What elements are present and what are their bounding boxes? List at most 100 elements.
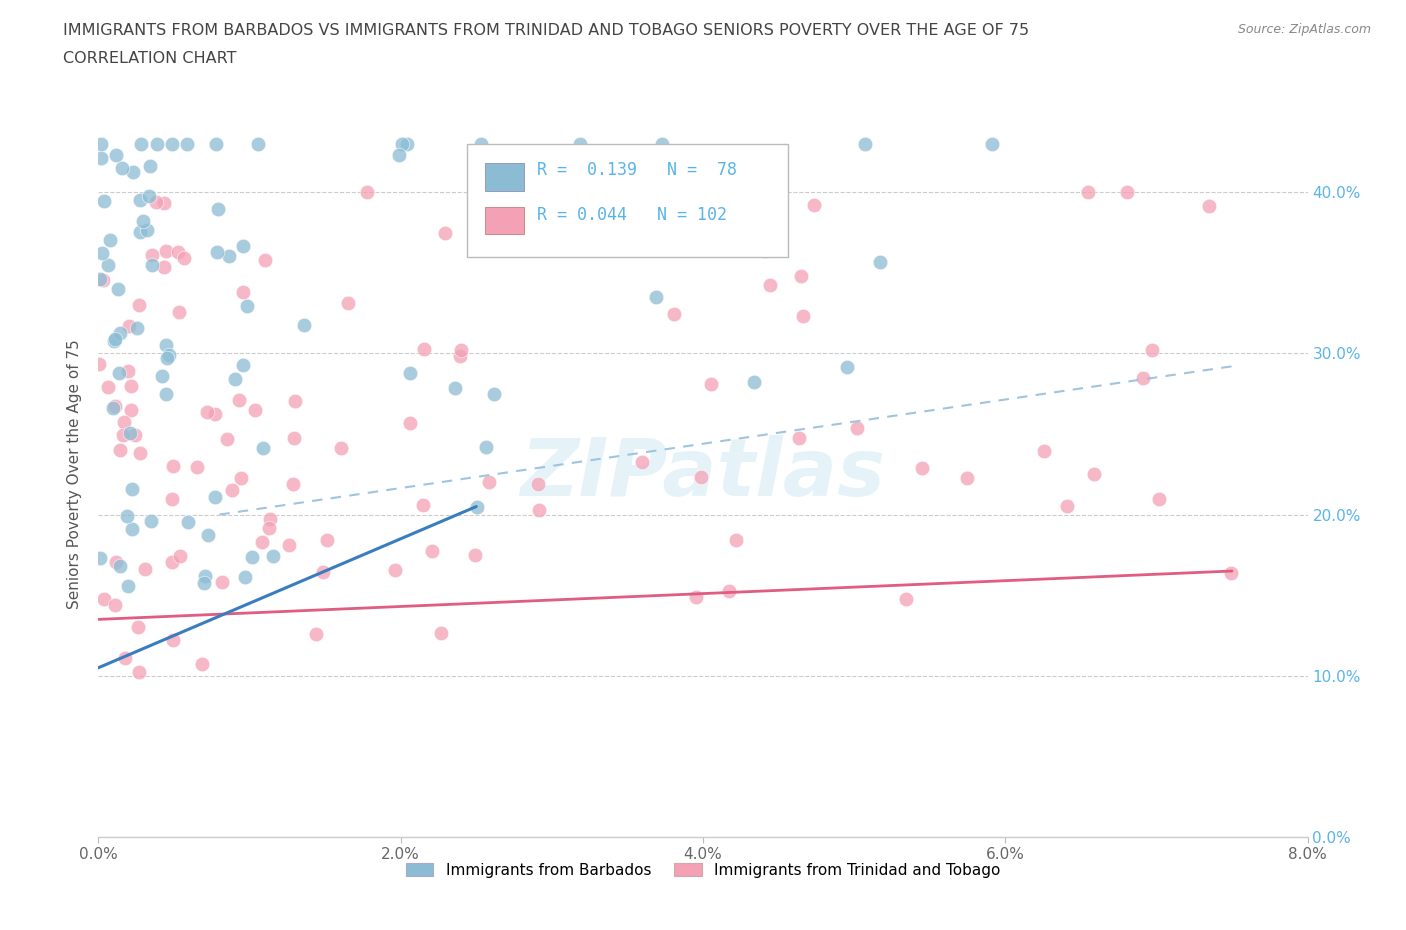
Point [173,250,195,265]
Point [896,591,918,606]
Point [160,492,183,507]
Text: IMMIGRANTS FROM BARBADOS VS IMMIGRANTS FROM TRINIDAD AND TOBAGO SENIORS POVERTY : IMMIGRANTS FROM BARBADOS VS IMMIGRANTS F… [63,23,1029,38]
Point [754,244,776,259]
Point [139,514,162,529]
Y-axis label: Seniors Poverty Over the Age of 75: Seniors Poverty Over the Age of 75 [67,339,83,609]
Point [108,326,131,340]
Point [108,365,131,380]
Point [124,428,146,443]
Point [157,348,180,363]
Point [789,431,811,445]
Point [115,509,138,524]
Point [981,137,1004,152]
Point [93,194,115,209]
Point [177,514,200,529]
Point [527,476,550,491]
Point [449,348,471,363]
Point [218,248,240,263]
Point [194,569,217,584]
Point [176,137,198,152]
Point [127,619,149,634]
Point [283,477,305,492]
Point [104,332,127,347]
Point [104,598,127,613]
Point [129,137,152,152]
Point [138,158,160,173]
Point [105,555,128,570]
Point [217,432,239,446]
Point [197,528,219,543]
Point [1132,370,1154,385]
Point [685,590,707,604]
Legend: Immigrants from Barbados, Immigrants from Trinidad and Tobago: Immigrants from Barbados, Immigrants fro… [399,857,1007,884]
Point [1219,565,1241,580]
Point [527,502,550,517]
Point [602,185,624,200]
Point [117,363,139,378]
Point [110,559,132,574]
Point [465,499,488,514]
Point [193,576,215,591]
Point [803,197,825,212]
FancyBboxPatch shape [485,206,524,234]
Point [145,194,167,209]
Point [117,578,139,593]
Point [789,269,811,284]
Point [236,299,259,313]
Point [205,245,228,259]
Point [89,551,111,565]
Point [132,214,155,229]
Text: Source: ZipAtlas.com: Source: ZipAtlas.com [1237,23,1371,36]
Point [150,368,173,383]
Point [110,161,132,176]
Point [122,165,145,179]
Point [232,239,254,254]
Point [231,471,253,485]
Point [89,272,111,286]
Point [121,482,143,497]
Point [224,371,246,386]
Point [398,365,420,380]
Point [247,137,270,152]
Point [262,549,284,564]
Point [391,137,413,152]
Point [792,308,814,323]
Point [718,583,741,598]
Point [1077,185,1099,200]
Point [103,334,125,349]
Text: ZIPatlas: ZIPatlas [520,435,886,513]
Point [240,550,263,565]
Point [384,563,406,578]
Point [134,562,156,577]
Point [742,374,765,389]
Point [153,259,176,274]
Point [855,137,877,152]
Point [98,232,121,247]
Point [128,193,150,207]
Point [211,575,233,590]
Point [430,626,453,641]
Point [911,460,934,475]
Point [207,202,229,217]
Point [356,185,378,200]
Point [104,399,127,414]
Point [278,538,301,552]
Point [89,356,111,371]
Point [129,445,152,460]
Point [434,225,457,240]
Point [129,225,152,240]
Point [112,415,135,430]
Point [155,386,177,401]
Text: R = 0.044   N = 102: R = 0.044 N = 102 [537,206,727,223]
Point [120,379,142,393]
Point [336,296,359,311]
Point [221,483,243,498]
Point [257,521,280,536]
Point [396,137,419,152]
Point [141,247,163,262]
Text: R =  0.139   N =  78: R = 0.139 N = 78 [537,161,737,179]
Point [120,403,142,418]
Point [228,392,250,407]
Point [690,470,713,485]
Point [107,282,129,297]
